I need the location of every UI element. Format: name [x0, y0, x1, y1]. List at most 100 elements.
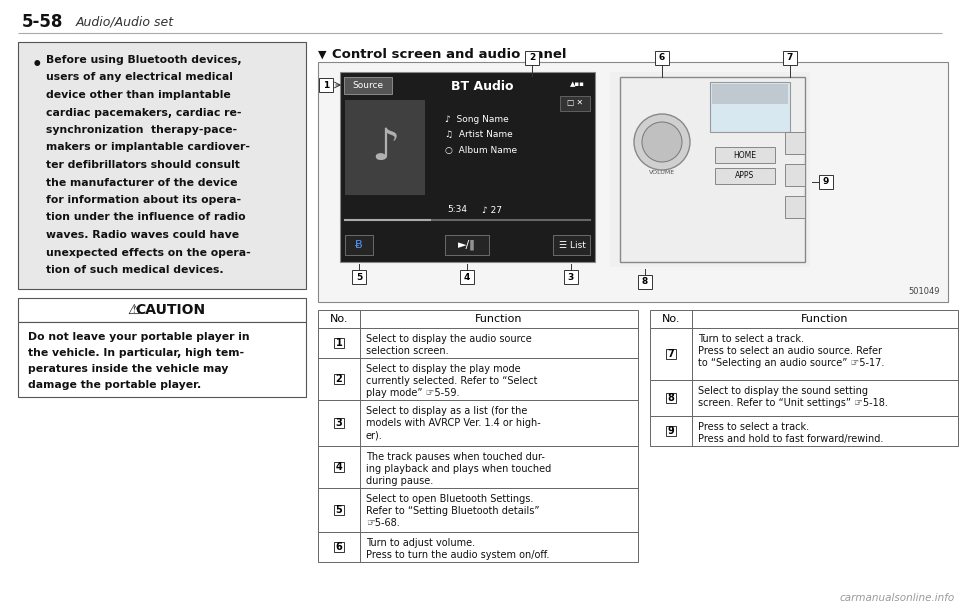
Text: 4: 4: [464, 273, 470, 282]
Bar: [783, 51, 797, 65]
Bar: [655, 51, 669, 65]
Circle shape: [634, 114, 690, 170]
Text: Select to display the play mode: Select to display the play mode: [366, 364, 520, 374]
Text: ♪  Song Name: ♪ Song Name: [445, 115, 509, 125]
Text: Turn to adjust volume.: Turn to adjust volume.: [366, 538, 475, 548]
Text: the vehicle. In particular, high tem-: the vehicle. In particular, high tem-: [28, 348, 244, 358]
Bar: [334, 338, 344, 348]
Text: Turn to select a track.: Turn to select a track.: [698, 334, 804, 344]
Bar: [352, 270, 366, 284]
Bar: [785, 196, 805, 218]
Bar: [715, 168, 775, 184]
Text: 5:34: 5:34: [447, 205, 468, 214]
Bar: [666, 393, 676, 403]
Text: 8: 8: [667, 393, 675, 403]
Text: Select to display the audio source: Select to display the audio source: [366, 334, 532, 344]
Text: Before using Bluetooth devices,: Before using Bluetooth devices,: [46, 55, 242, 65]
Text: 6: 6: [336, 542, 343, 552]
Text: users of any electrical medical: users of any electrical medical: [46, 73, 233, 82]
Bar: [318, 62, 948, 302]
Bar: [650, 310, 958, 328]
Text: ○  Album Name: ○ Album Name: [445, 145, 517, 155]
Bar: [334, 505, 344, 515]
Text: 3: 3: [336, 418, 343, 428]
Text: cardiac pacemakers, cardiac re-: cardiac pacemakers, cardiac re-: [46, 108, 242, 117]
Text: 6: 6: [659, 54, 665, 62]
Text: to “Selecting an audio source” ☞5-17.: to “Selecting an audio source” ☞5-17.: [698, 358, 884, 368]
Bar: [18, 298, 306, 322]
Bar: [340, 72, 595, 262]
Text: synchronization  therapy-pace-: synchronization therapy-pace-: [46, 125, 237, 135]
Text: 5: 5: [336, 505, 343, 515]
Bar: [319, 78, 333, 92]
Text: tion of such medical devices.: tion of such medical devices.: [46, 265, 224, 275]
Bar: [560, 96, 590, 111]
Text: device other than implantable: device other than implantable: [46, 90, 230, 100]
Text: tion under the influence of radio: tion under the influence of radio: [46, 213, 246, 222]
Text: 4: 4: [336, 462, 343, 472]
Text: screen. Refer to “Unit settings” ☞5-18.: screen. Refer to “Unit settings” ☞5-18.: [698, 398, 888, 408]
Text: ▲▪▪: ▲▪▪: [569, 81, 585, 87]
Text: BT Audio: BT Audio: [451, 79, 514, 92]
Text: carmanualsonline.info: carmanualsonline.info: [840, 593, 955, 603]
Bar: [318, 400, 638, 446]
Bar: [650, 380, 958, 416]
Text: play mode” ☞5-59.: play mode” ☞5-59.: [366, 388, 460, 398]
Text: 2: 2: [336, 374, 343, 384]
Bar: [525, 51, 539, 65]
Text: ♪: ♪: [371, 126, 399, 169]
Text: peratures inside the vehicle may: peratures inside the vehicle may: [28, 364, 228, 374]
Text: Source: Source: [352, 81, 384, 90]
Text: No.: No.: [661, 314, 681, 324]
Text: the manufacturer of the device: the manufacturer of the device: [46, 178, 237, 188]
Text: Refer to “Setting Bluetooth details”: Refer to “Setting Bluetooth details”: [366, 506, 540, 516]
Text: makers or implantable cardiover-: makers or implantable cardiover-: [46, 142, 250, 153]
Bar: [610, 72, 810, 267]
Text: 7: 7: [787, 54, 793, 62]
Text: selection screen.: selection screen.: [366, 346, 448, 356]
Bar: [710, 82, 790, 132]
Text: 5: 5: [356, 273, 362, 282]
Text: damage the portable player.: damage the portable player.: [28, 380, 202, 390]
Text: VOLUME: VOLUME: [649, 169, 675, 175]
Text: 2: 2: [529, 54, 535, 62]
Text: Select to open Bluetooth Settings.: Select to open Bluetooth Settings.: [366, 494, 534, 504]
Text: No.: No.: [329, 314, 348, 324]
Text: 1: 1: [323, 81, 329, 89]
Text: Press to select an audio source. Refer: Press to select an audio source. Refer: [698, 346, 882, 356]
Text: for information about its opera-: for information about its opera-: [46, 195, 241, 205]
Text: Ƀ: Ƀ: [355, 240, 363, 250]
Bar: [318, 488, 638, 532]
Text: Select to display the sound setting: Select to display the sound setting: [698, 386, 868, 396]
Text: ►/‖: ►/‖: [458, 240, 476, 251]
Text: •: •: [32, 56, 42, 74]
Bar: [650, 416, 958, 446]
Text: waves. Radio waves could have: waves. Radio waves could have: [46, 230, 239, 240]
Text: □ ✕: □ ✕: [567, 98, 583, 108]
Circle shape: [642, 122, 682, 162]
Text: er).: er).: [366, 430, 383, 440]
Text: Press to select a track.: Press to select a track.: [698, 422, 809, 432]
Text: ⚠: ⚠: [128, 303, 140, 317]
Bar: [334, 462, 344, 472]
Text: Control screen and audio panel: Control screen and audio panel: [332, 48, 566, 61]
Text: unexpected effects on the opera-: unexpected effects on the opera-: [46, 247, 251, 257]
Bar: [345, 100, 425, 195]
Bar: [638, 275, 652, 289]
Text: CAUTION: CAUTION: [135, 303, 205, 317]
Bar: [819, 175, 833, 189]
Bar: [712, 84, 788, 104]
Bar: [344, 77, 392, 94]
Text: 1: 1: [336, 338, 343, 348]
Text: Do not leave your portable player in: Do not leave your portable player in: [28, 332, 250, 342]
Text: currently selected. Refer to “Select: currently selected. Refer to “Select: [366, 376, 538, 386]
Text: The track pauses when touched dur-: The track pauses when touched dur-: [366, 452, 545, 462]
Text: 9: 9: [823, 178, 829, 186]
Text: during pause.: during pause.: [366, 476, 433, 486]
Text: ☰ List: ☰ List: [559, 241, 586, 249]
Bar: [666, 349, 676, 359]
Text: Function: Function: [802, 314, 849, 324]
Bar: [620, 77, 805, 262]
Bar: [318, 446, 638, 488]
Text: HOME: HOME: [733, 150, 756, 159]
